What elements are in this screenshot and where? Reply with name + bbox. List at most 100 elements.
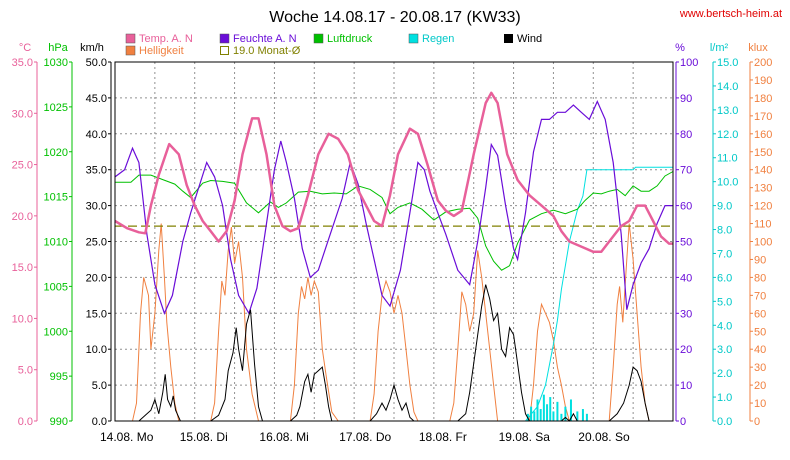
unit-pressure: hPa: [48, 42, 68, 54]
tick-label-temp: 30.0: [12, 108, 33, 120]
tick-label-temp: 15.0: [12, 262, 33, 274]
legend-item-temp: Temp. A. N: [125, 33, 193, 45]
tick-label-lux: 30: [754, 362, 766, 374]
tick-label-lux: 20: [754, 380, 766, 392]
tick-label-hum: 60: [680, 201, 692, 213]
tick-label-lux: 70: [754, 290, 766, 302]
legend-label-monthly-avg: 19.0 Monat-Ø: [233, 45, 301, 57]
tick-label-press: 1000: [44, 326, 68, 338]
day-label: 15.08. Di: [180, 430, 228, 444]
tick-labels: 35.030.025.020.015.010.05.00.01030102510…: [12, 57, 773, 428]
legend-swatch-humidity: [219, 33, 230, 44]
tick-label-lux: 200: [754, 57, 772, 69]
legend-label-rain: Regen: [422, 33, 454, 45]
tick-label-lux: 90: [754, 254, 766, 266]
tick-label-lux: 80: [754, 272, 766, 284]
tick-label-rain: 5.0: [717, 296, 732, 308]
tick-label-press: 1025: [44, 102, 68, 114]
rain-bar: [581, 409, 584, 421]
tick-label-lux: 60: [754, 308, 766, 320]
day-label: 18.08. Fr: [419, 430, 467, 444]
tick-label-press: 1030: [44, 57, 68, 69]
rain-bar: [536, 399, 539, 421]
day-label: 14.08. Mo: [100, 430, 154, 444]
day-labels: 14.08. Mo 15.08. Di 16.08. Mi 17.08. Do 18.0…: [100, 430, 630, 444]
legend-swatch-monthly-avg: [220, 46, 229, 55]
rain-bar: [576, 411, 579, 421]
tick-label-press: 1020: [44, 147, 68, 159]
legend-item-humidity: Feuchte A. N: [219, 33, 297, 45]
tick-label-wind: 20.0: [86, 272, 107, 284]
tick-label-hum: 0: [680, 416, 686, 428]
tick-label-hum: 20: [680, 344, 692, 356]
tick-label-lux: 180: [754, 93, 772, 105]
rain-bar: [552, 411, 555, 421]
legend-label-temp: Temp. A. N: [139, 33, 193, 45]
legend-item-rain: Regen: [408, 33, 454, 45]
legend-swatch-temp: [125, 33, 136, 44]
tick-label-lux: 100: [754, 237, 772, 249]
tick-label-rain: 11.0: [717, 153, 738, 165]
series-line-humidity: [114, 100, 673, 315]
day-label: 17.08. Do: [339, 430, 391, 444]
series-line-pressure: [115, 171, 674, 271]
legend-item-pressure: Luftdruck: [313, 33, 373, 45]
rain-bar: [560, 413, 563, 421]
unit-humidity: %: [675, 42, 685, 54]
tick-label-wind: 10.0: [86, 344, 107, 356]
day-label: 16.08. Mi: [259, 430, 308, 444]
tick-label-rain: 7.0: [717, 248, 732, 260]
legend-label-wind: Wind: [517, 33, 542, 45]
tick-label-rain: 15.0: [717, 57, 738, 69]
tick-label-press: 1005: [44, 281, 68, 293]
tick-label-rain: 4.0: [717, 320, 732, 332]
rain-bar: [546, 404, 549, 421]
day-label: 19.08. Sa: [499, 430, 551, 444]
tick-label-rain: 0.0: [717, 416, 732, 428]
tick-label-wind: 50.0: [86, 57, 107, 69]
plot-frame: [114, 61, 674, 422]
tick-label-lux: 0: [754, 416, 760, 428]
tick-label-hum: 30: [680, 308, 692, 320]
rain-bar: [549, 397, 552, 421]
tick-label-wind: 25.0: [86, 237, 107, 249]
tick-label-lux: 150: [754, 147, 772, 159]
tick-label-rain: 8.0: [717, 225, 732, 237]
series-line-rain-cumulative: [115, 166, 673, 422]
tick-label-press: 990: [50, 416, 68, 428]
legend-label-brightness: Helligkeit: [139, 45, 184, 57]
site-link[interactable]: www.bertsch-heim.at: [679, 8, 782, 20]
legend-label-humidity: Feuchte A. N: [233, 33, 297, 45]
tick-label-hum: 80: [680, 129, 692, 141]
tick-label-wind: 0.0: [92, 416, 107, 428]
legend-label-pressure: Luftdruck: [327, 33, 373, 45]
unit-temp: °C: [19, 42, 31, 54]
tick-label-lux: 120: [754, 201, 772, 213]
tick-label-rain: 9.0: [717, 201, 732, 213]
tick-label-lux: 50: [754, 326, 766, 338]
tick-label-wind: 35.0: [86, 165, 107, 177]
series-line-temperature: [114, 91, 673, 254]
tick-label-hum: 10: [680, 380, 692, 392]
tick-label-lux: 110: [754, 219, 772, 231]
series-line-wind: [115, 284, 673, 422]
legend-item-wind: Wind: [504, 33, 542, 45]
legend-item-monthly-avg: 19.0 Monat-Ø: [220, 45, 301, 57]
tick-label-rain: 13.0: [717, 105, 738, 117]
rain-bar: [564, 406, 567, 421]
tick-label-rain: 14.0: [717, 81, 738, 93]
tick-label-lux: 170: [754, 111, 772, 123]
rain-bar: [585, 413, 588, 421]
tick-label-wind: 30.0: [86, 201, 107, 213]
axis-units: °C hPa km/h % l/m² klux: [19, 42, 768, 54]
tick-label-lux: 130: [754, 183, 772, 195]
tick-label-rain: 3.0: [717, 344, 732, 356]
legend-swatch-rain: [408, 33, 419, 44]
tick-label-press: 995: [50, 371, 68, 383]
tick-label-temp: 10.0: [12, 313, 33, 325]
legend-item-brightness: Helligkeit: [125, 45, 184, 57]
tick-label-lux: 140: [754, 165, 772, 177]
tick-label-press: 1010: [44, 237, 68, 249]
